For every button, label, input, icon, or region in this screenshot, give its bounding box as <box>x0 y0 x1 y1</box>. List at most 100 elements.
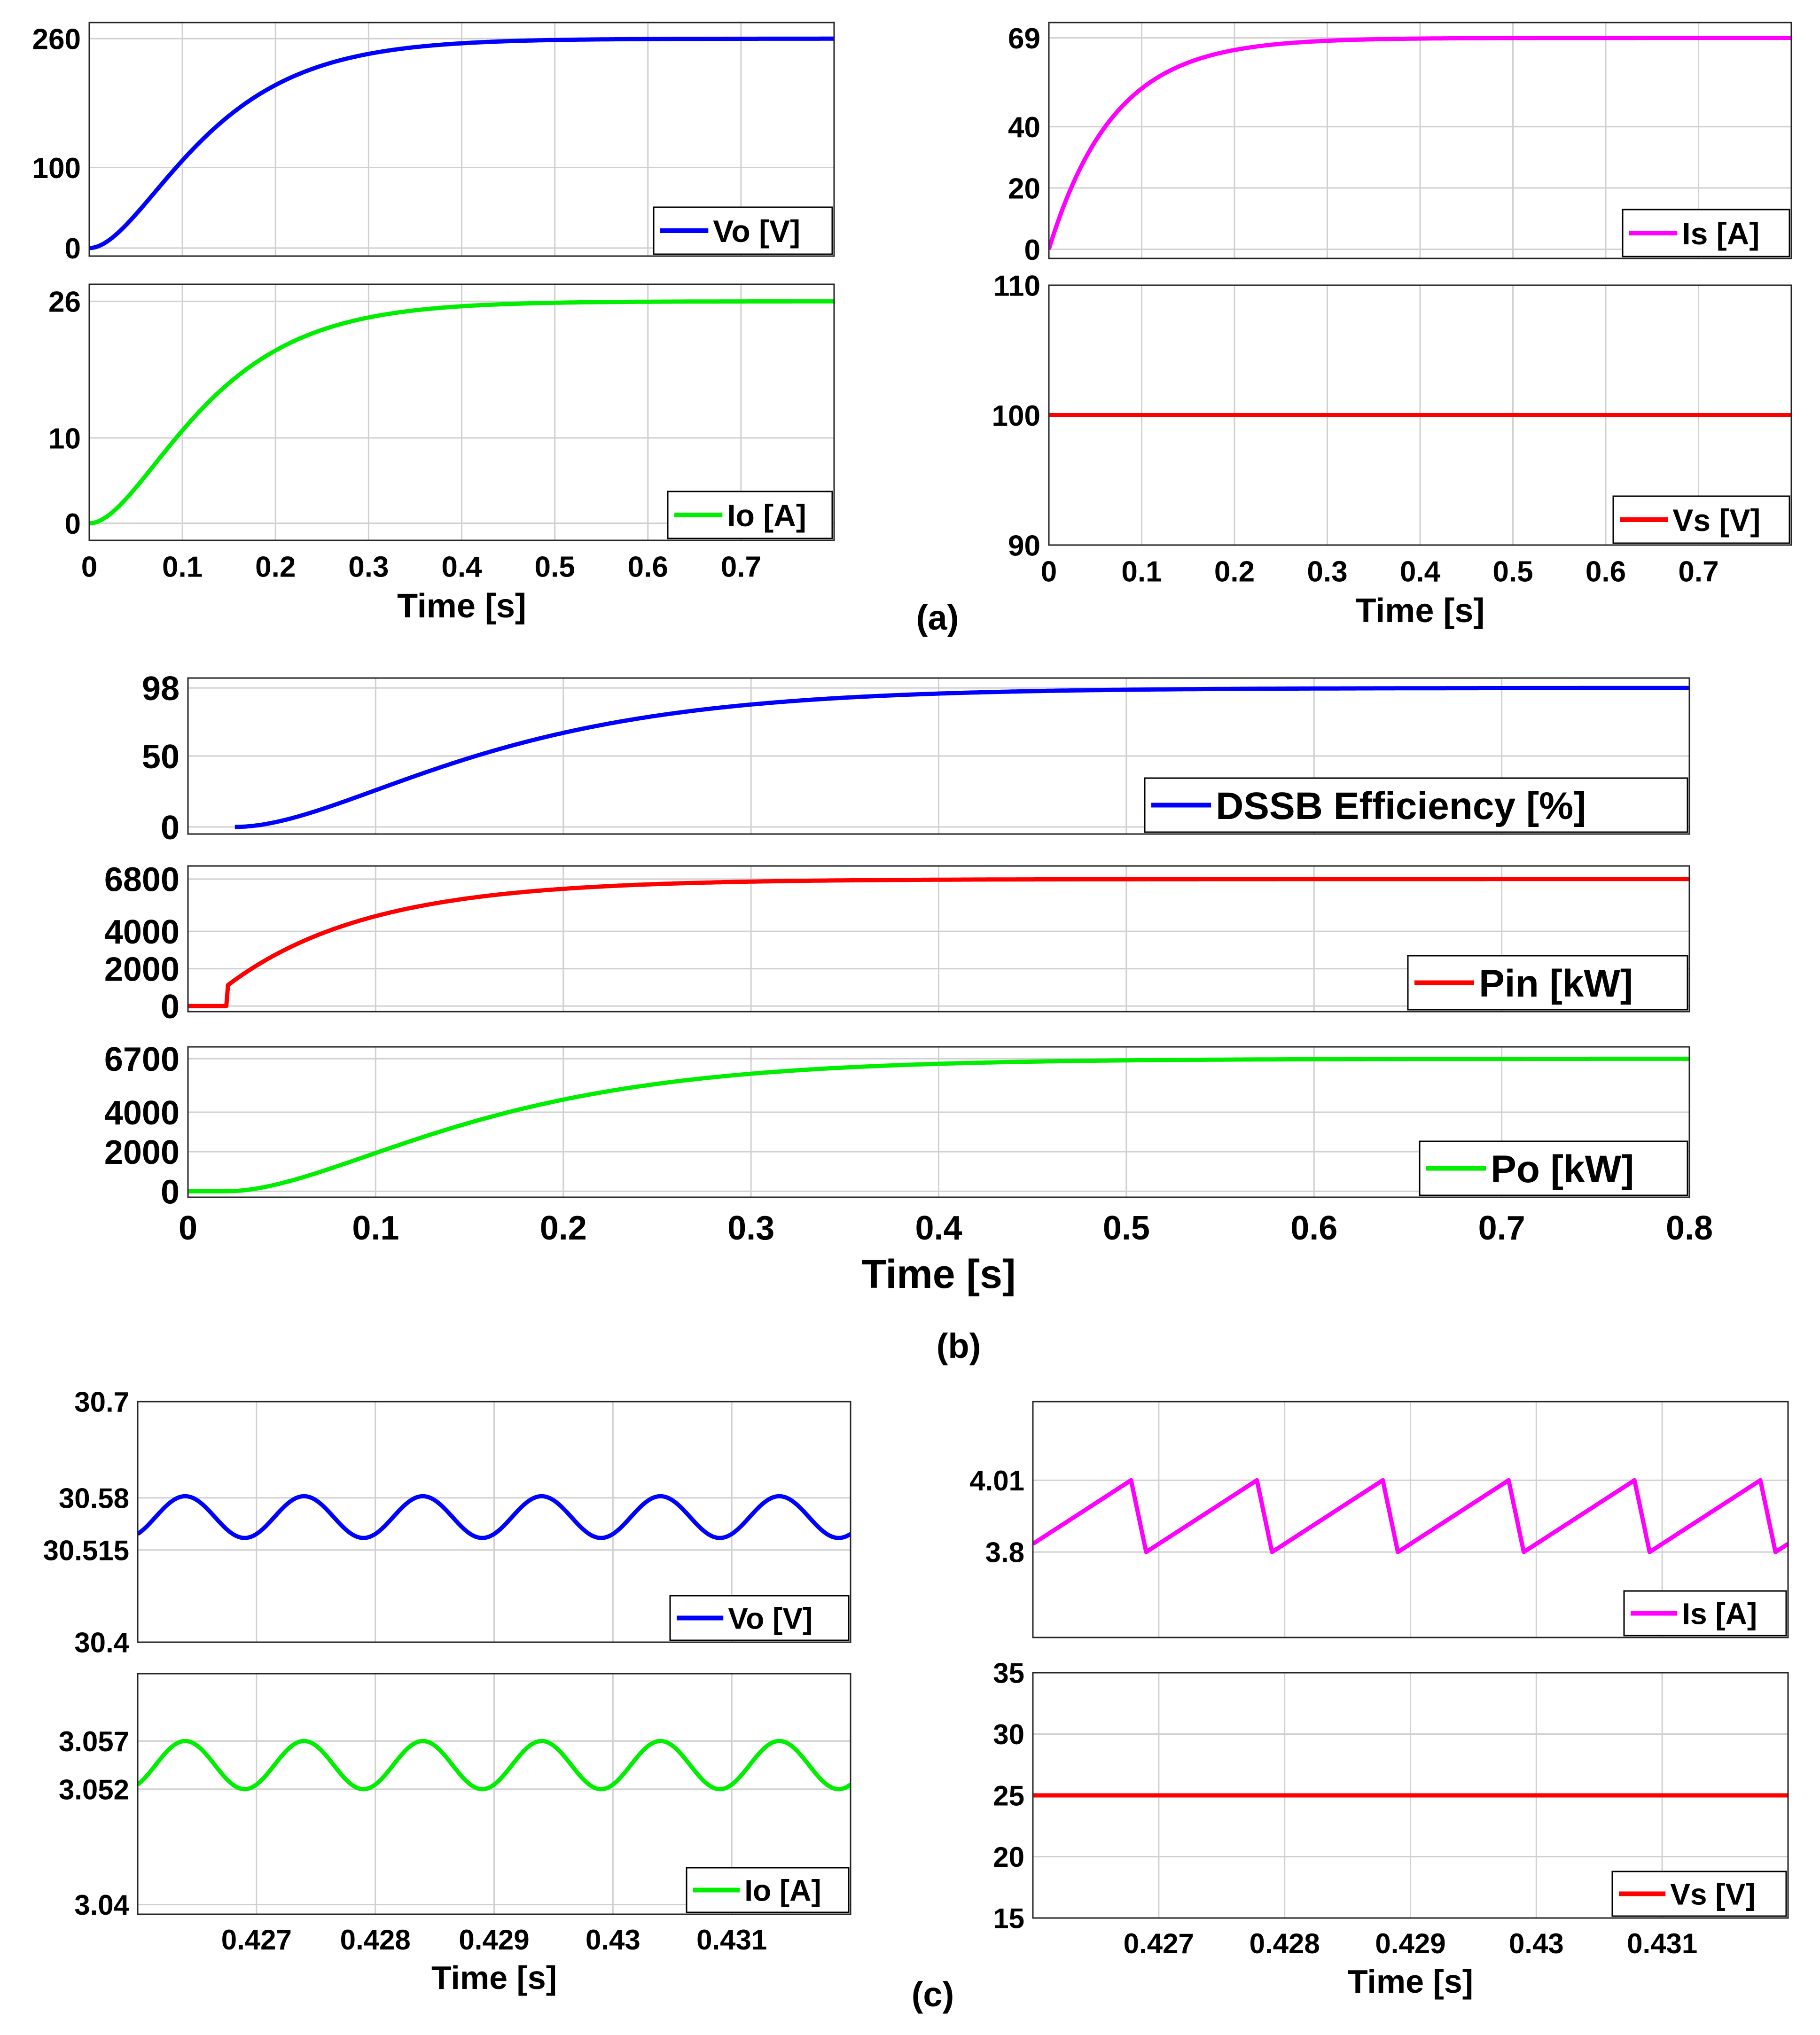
x-tick-label: 0.6 <box>1290 1209 1337 1247</box>
y-tick-label: 20 <box>993 1841 1024 1873</box>
y-tick-label: 35 <box>993 1658 1024 1689</box>
y-tick-label: 4.01 <box>969 1465 1024 1497</box>
legend-label: Is [A] <box>1682 1597 1757 1631</box>
axes-frame <box>1048 22 1792 259</box>
x-tick-label: 0.6 <box>1586 556 1626 588</box>
x-tick-label: 0 <box>1041 556 1057 588</box>
series-line-pin-kw <box>188 877 1689 1008</box>
x-tick-label: 0.7 <box>1678 556 1718 588</box>
x-tick-label: 0 <box>179 1209 197 1247</box>
x-tick-label: 0.4 <box>1400 556 1441 588</box>
chart-a-is: 0 20 40 69 Is [A] <box>1008 22 1792 266</box>
axes-frame <box>1032 1672 1789 1919</box>
axes-frame <box>187 1046 1690 1198</box>
chart-a-vs: 90 100 110 0 0.1 0.2 0.3 0.4 0.5 0.6 0.7 Time [s] Vs… <box>992 270 1792 630</box>
y-tick-label: 69 <box>1008 23 1040 55</box>
x-axis-label: Time [s] <box>1348 1963 1473 2000</box>
y-tick-label: 3.8 <box>985 1537 1024 1568</box>
y-tick-label: 2000 <box>104 951 180 989</box>
x-tick-label: 0.4 <box>915 1209 962 1247</box>
x-tick-label: 0.1 <box>162 551 203 584</box>
y-tick-label: 4000 <box>104 1094 180 1132</box>
x-tick-label: 0.43 <box>586 1924 641 1956</box>
caption-b: (b) <box>937 1326 981 1365</box>
y-tick-label: 15 <box>993 1903 1024 1934</box>
legend: Vo [V] <box>653 206 833 255</box>
x-tick-label: 0.2 <box>255 551 296 584</box>
y-tick-label: 6800 <box>104 861 180 899</box>
chart-a-io: 0 10 26 0 0.1 0.2 0.3 0.4 0.5 0.6 0.7 Time [s] Io [A… <box>48 283 835 625</box>
series-line-is-a <box>1033 1478 1788 1554</box>
x-tick-label: 0.5 <box>1492 556 1533 588</box>
y-tick-label: 10 <box>48 422 81 455</box>
y-tick-label: 40 <box>1008 111 1040 144</box>
x-tick-label: 0.7 <box>721 551 761 584</box>
y-tick-label: 3.052 <box>59 1774 129 1805</box>
y-tick-label: 30.4 <box>74 1627 129 1659</box>
chart-a-vo: 0 100 260 Vo [V] <box>32 22 835 265</box>
x-tick-label: 0.6 <box>628 551 668 584</box>
series-line-vo-v <box>89 36 834 250</box>
chart-c-vs: 15 20 25 30 35 0.427 0.428 0.429 0.43 0.431 Time [… <box>993 1658 1789 2000</box>
x-tick-label: 0.8 <box>1666 1209 1713 1247</box>
x-tick-label: 0.3 <box>1307 556 1347 588</box>
axes-frame <box>187 677 1690 835</box>
axes-frame <box>187 865 1690 1013</box>
legend: Pin [kW] <box>1407 955 1688 1011</box>
chart-c-is: 3.8 4.01 Is [A] <box>969 1401 1789 1638</box>
legend-label: Vs [V] <box>1672 503 1760 538</box>
legend-label: DSSB Efficiency [%] <box>1216 785 1586 827</box>
y-tick-label: 100 <box>32 152 81 185</box>
legend: Io [A] <box>686 1867 850 1913</box>
series-line-io-a <box>138 1739 851 1792</box>
legend-label: Io [A] <box>744 1874 821 1908</box>
legend-label: Vs [V] <box>1670 1878 1755 1911</box>
x-tick-label: 0.428 <box>340 1924 411 1956</box>
y-tick-label: 26 <box>48 286 81 319</box>
legend: Vo [V] <box>669 1595 850 1641</box>
y-tick-label: 110 <box>993 270 1040 302</box>
legend-box <box>1144 777 1688 833</box>
axes-frame <box>88 283 835 541</box>
x-axis-label: Time [s] <box>1356 592 1485 630</box>
y-tick-label: 90 <box>1008 530 1040 562</box>
x-tick-label: 0.427 <box>221 1924 292 1956</box>
x-axis-label: Time [s] <box>861 1252 1015 1297</box>
legend: Is [A] <box>1623 1590 1787 1637</box>
x-tick-label: 0.2 <box>1214 556 1255 588</box>
y-tick-label: 6700 <box>104 1041 180 1078</box>
x-tick-label: 0.428 <box>1250 1928 1320 1959</box>
y-tick-label: 0 <box>1024 234 1040 266</box>
y-tick-label: 260 <box>32 23 81 56</box>
y-tick-label: 50 <box>142 738 180 776</box>
x-tick-label: 0.1 <box>1121 556 1162 588</box>
x-tick-label: 0.3 <box>727 1209 774 1247</box>
legend-label: Vo [V] <box>713 214 800 249</box>
legend-label: Vo [V] <box>728 1602 812 1636</box>
y-tick-label: 0 <box>65 508 81 540</box>
chart-c-vo: 30.4 30.515 30.58 30.7 Vo [V] <box>43 1387 851 1659</box>
x-tick-label: 0.3 <box>348 551 389 584</box>
x-tick-label: 0.427 <box>1124 1928 1194 1959</box>
legend: Is [A] <box>1622 209 1790 257</box>
y-tick-label: 2000 <box>104 1134 180 1171</box>
x-tick-label: 0.7 <box>1478 1209 1525 1247</box>
y-tick-label: 4000 <box>104 913 180 951</box>
series-line-po-kw <box>188 1056 1689 1193</box>
y-tick-label: 30.58 <box>59 1482 129 1514</box>
caption-c: (c) <box>912 1975 954 2014</box>
axes-frame <box>1032 1401 1789 1638</box>
legend: DSSB Efficiency [%] <box>1144 777 1688 833</box>
series-line-io-a <box>89 299 834 526</box>
x-tick-label: 0 <box>81 551 97 584</box>
y-tick-label: 30.7 <box>74 1387 129 1418</box>
legend-box <box>686 1867 850 1913</box>
x-tick-label: 0.431 <box>696 1924 767 1956</box>
legend: Vs [V] <box>1611 1871 1787 1917</box>
x-tick-label: 0.1 <box>352 1209 399 1247</box>
x-axis-label: Time [s] <box>431 1959 557 1996</box>
x-tick-label: 0.5 <box>1103 1209 1150 1247</box>
chart-c-io: 3.04 3.052 3.057 0.427 0.428 0.429 0.43 0.431 Ti… <box>59 1673 851 1996</box>
x-tick-label: 0.43 <box>1509 1928 1564 1959</box>
